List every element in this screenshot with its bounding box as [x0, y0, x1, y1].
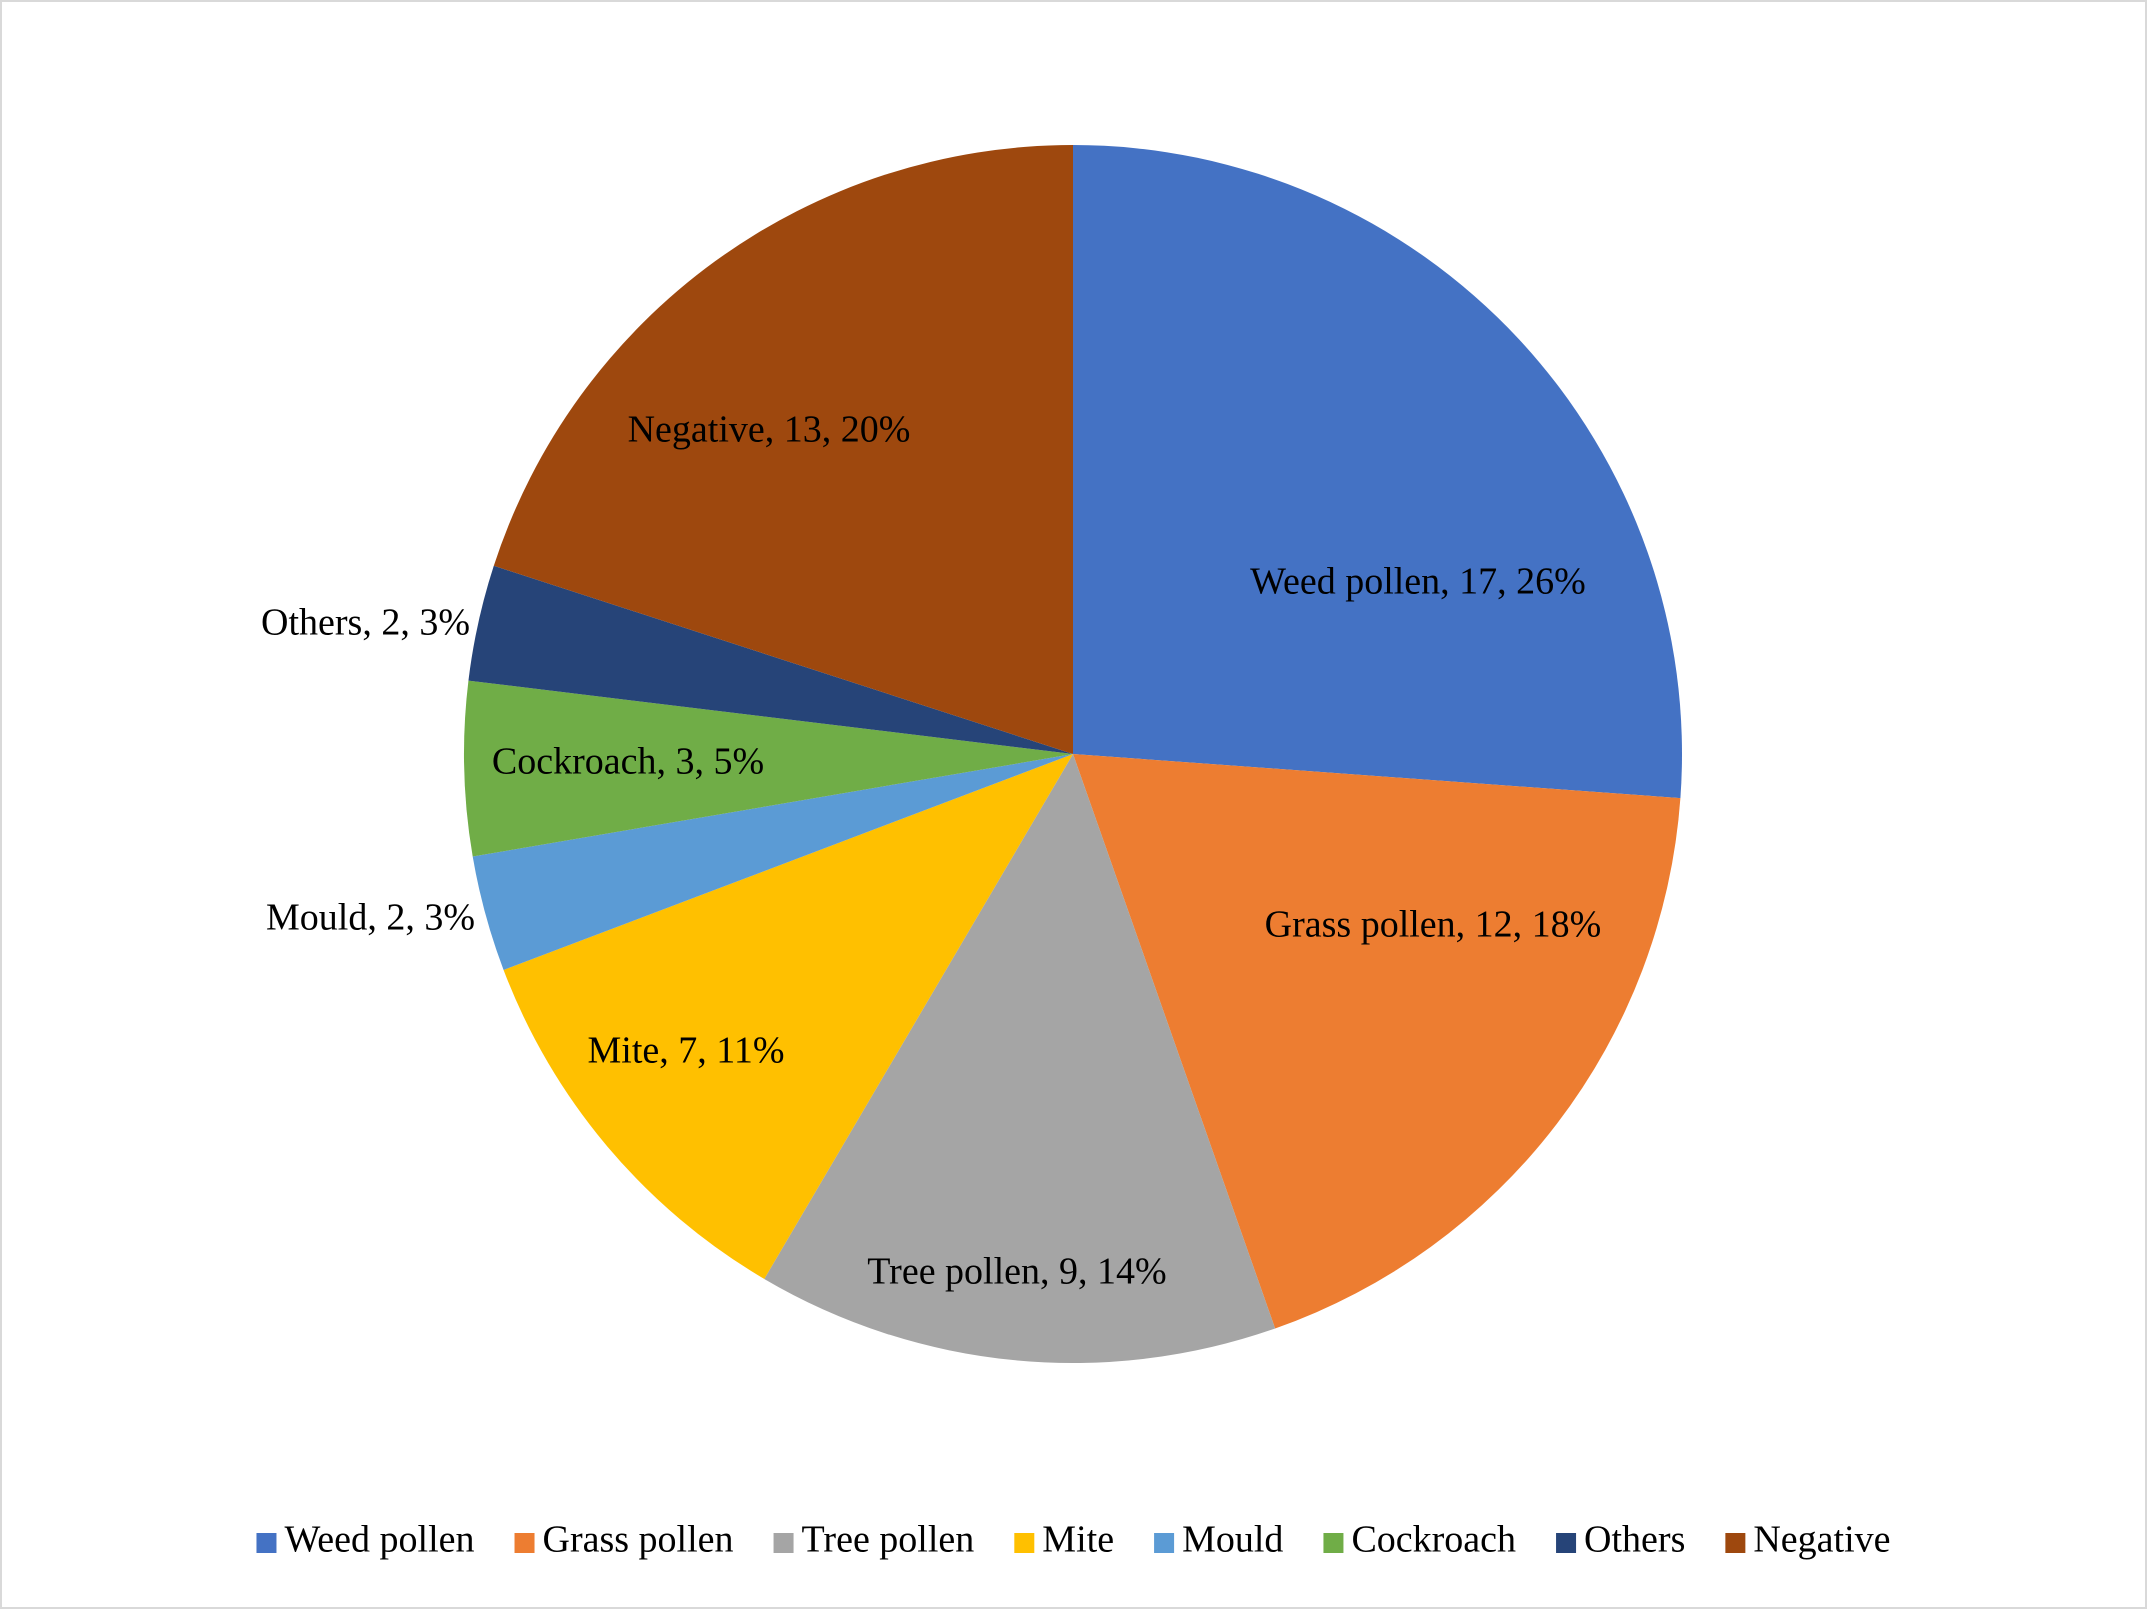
- legend-label: Mite: [1042, 1519, 1114, 1561]
- legend-swatch: [514, 1533, 535, 1553]
- legend-label: Grass pollen: [543, 1519, 734, 1561]
- data-label: Weed pollen, 17, 26%: [1250, 561, 1586, 603]
- legend-swatch: [1154, 1533, 1175, 1553]
- pie-slice: [1073, 754, 1681, 1329]
- pie-slice: [468, 565, 1073, 754]
- data-label: Negative, 13, 20%: [628, 409, 911, 451]
- legend-label: Mould: [1182, 1519, 1283, 1561]
- legend-label: Weed pollen: [284, 1519, 474, 1561]
- pie-slice: [463, 680, 1073, 857]
- legend-label: Negative: [1753, 1519, 1890, 1561]
- legend-swatch: [1014, 1533, 1035, 1553]
- pie-slice: [503, 754, 1074, 1279]
- legend-swatch: [1725, 1533, 1746, 1553]
- pie-slice: [472, 754, 1073, 970]
- pie-slice: [1073, 145, 1683, 799]
- legend-swatch: [1556, 1533, 1577, 1553]
- pie-slice: [493, 145, 1073, 754]
- data-label: Mould, 2, 3%: [266, 897, 475, 939]
- legend-label: Tree pollen: [802, 1519, 975, 1561]
- legend-swatch: [1323, 1533, 1344, 1553]
- data-label: Cockroach, 3, 5%: [492, 741, 764, 783]
- legend-swatch: [773, 1533, 794, 1553]
- legend-swatch: [256, 1533, 277, 1553]
- data-label: Grass pollen, 12, 18%: [1265, 904, 1602, 946]
- legend-label: Cockroach: [1351, 1519, 1516, 1561]
- data-label: Others, 2, 3%: [261, 602, 470, 644]
- pie-slice: [764, 754, 1276, 1364]
- data-label: Mite, 7, 11%: [587, 1030, 784, 1072]
- legend-label: Others: [1584, 1519, 1685, 1561]
- data-label: Tree pollen, 9, 14%: [867, 1251, 1166, 1293]
